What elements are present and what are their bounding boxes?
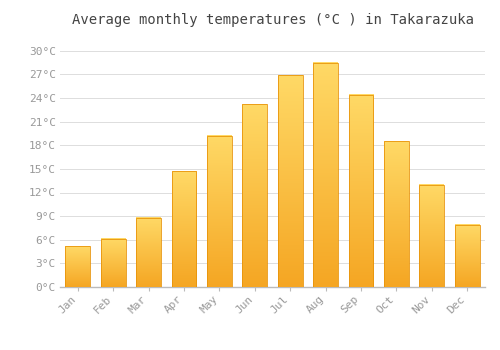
Bar: [278, 75, 302, 287]
Bar: [455, 225, 479, 287]
Bar: [100, 239, 126, 287]
Bar: [172, 171, 196, 287]
Bar: [420, 185, 444, 287]
Bar: [136, 218, 161, 287]
Bar: [66, 246, 90, 287]
Bar: [384, 141, 409, 287]
Bar: [348, 95, 374, 287]
Bar: [242, 104, 267, 287]
Bar: [207, 136, 232, 287]
Title: Average monthly temperatures (°C ) in Takarazuka: Average monthly temperatures (°C ) in Ta…: [72, 13, 473, 27]
Bar: [313, 63, 338, 287]
